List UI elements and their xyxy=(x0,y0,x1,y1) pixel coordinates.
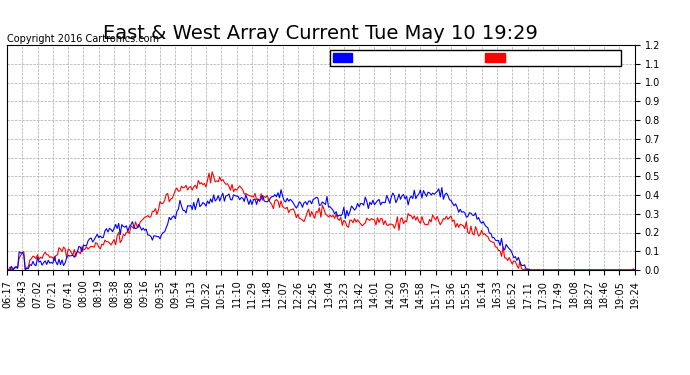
Text: Copyright 2016 Cartronics.com: Copyright 2016 Cartronics.com xyxy=(7,34,159,44)
Title: East & West Array Current Tue May 10 19:29: East & West Array Current Tue May 10 19:… xyxy=(104,24,538,44)
Legend: East Array  (DC Amps), West Array (DC Amps): East Array (DC Amps), West Array (DC Amp… xyxy=(330,50,620,66)
